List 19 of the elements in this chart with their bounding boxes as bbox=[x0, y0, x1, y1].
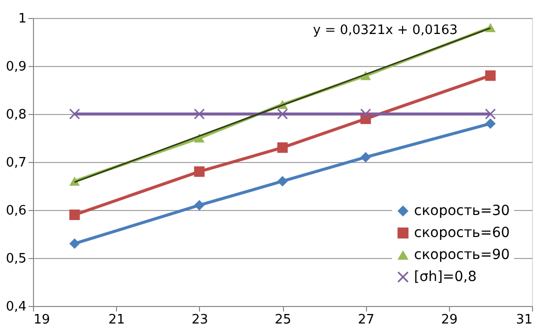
legend-label: [σh]=0,8 bbox=[414, 269, 477, 285]
legend-label: скорость=60 bbox=[414, 225, 510, 241]
y-tick-label: 0,4 bbox=[6, 300, 26, 314]
y-tick-label: 0,9 bbox=[6, 60, 26, 74]
y-tick-label: 1 bbox=[18, 12, 26, 26]
x-tick-label: 23 bbox=[192, 312, 208, 328]
x-tick-label: 31 bbox=[516, 312, 532, 328]
x-tick-label: 25 bbox=[274, 312, 292, 328]
x-tick-label: 29 bbox=[441, 312, 458, 328]
y-tick-label: 0,7 bbox=[6, 156, 26, 170]
y-tick-label: 0,8 bbox=[6, 108, 26, 122]
x-tick-label: 21 bbox=[108, 312, 125, 328]
y-tick-label: 0,5 bbox=[6, 252, 26, 266]
legend-label: скорость=30 bbox=[414, 203, 510, 219]
x-tick-label: 19 bbox=[34, 312, 50, 328]
x-tick-label: 27 bbox=[358, 312, 374, 328]
annotation: y = 0,0321x + 0,0163 bbox=[313, 23, 458, 38]
legend-label: скорость=90 bbox=[414, 247, 510, 263]
y-tick-label: 0,6 bbox=[6, 204, 26, 218]
